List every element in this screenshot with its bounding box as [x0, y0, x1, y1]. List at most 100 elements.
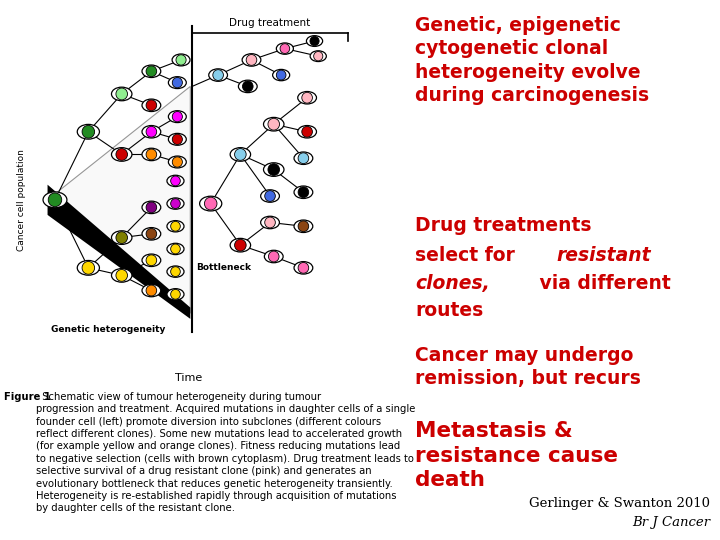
Ellipse shape [172, 157, 182, 167]
Ellipse shape [294, 152, 312, 165]
Text: Bottleneck: Bottleneck [196, 264, 251, 272]
Ellipse shape [146, 228, 157, 239]
Ellipse shape [77, 260, 99, 275]
Ellipse shape [142, 201, 161, 214]
Ellipse shape [261, 216, 279, 229]
Text: Br J Cancer: Br J Cancer [632, 516, 710, 529]
Ellipse shape [230, 147, 251, 161]
Ellipse shape [298, 153, 309, 164]
Ellipse shape [261, 190, 279, 202]
Text: routes: routes [415, 301, 484, 320]
Ellipse shape [167, 198, 184, 209]
Ellipse shape [146, 255, 157, 266]
Ellipse shape [142, 284, 161, 297]
Ellipse shape [273, 69, 289, 80]
Ellipse shape [116, 269, 127, 281]
Ellipse shape [269, 251, 279, 262]
Ellipse shape [298, 91, 317, 104]
Ellipse shape [298, 187, 309, 198]
Ellipse shape [167, 266, 184, 277]
Ellipse shape [112, 231, 132, 245]
Ellipse shape [298, 125, 317, 138]
Ellipse shape [209, 69, 228, 82]
Text: Cancer cell population: Cancer cell population [17, 149, 26, 251]
Text: resistant: resistant [557, 246, 651, 265]
Ellipse shape [82, 125, 94, 138]
Ellipse shape [276, 70, 286, 80]
Ellipse shape [168, 77, 186, 89]
Ellipse shape [310, 51, 326, 62]
Ellipse shape [146, 285, 157, 296]
Ellipse shape [213, 70, 223, 80]
Ellipse shape [171, 267, 180, 276]
Ellipse shape [168, 156, 186, 168]
Text: Genetic, epigenetic
cytogenetic clonal
heterogeneity evolve
during carcinogenesi: Genetic, epigenetic cytogenetic clonal h… [415, 16, 649, 105]
Text: Figure 1: Figure 1 [4, 392, 51, 402]
Ellipse shape [112, 87, 132, 101]
Ellipse shape [294, 186, 312, 199]
Ellipse shape [146, 149, 157, 160]
Ellipse shape [116, 148, 127, 160]
Ellipse shape [265, 217, 275, 228]
Text: Cancer may undergo
remission, but recurs: Cancer may undergo remission, but recurs [415, 346, 642, 388]
Text: Schematic view of tumour heterogeneity during tumour
progression and treatment. : Schematic view of tumour heterogeneity d… [36, 392, 415, 514]
Ellipse shape [310, 36, 319, 46]
Ellipse shape [112, 147, 132, 161]
Ellipse shape [235, 148, 246, 160]
Ellipse shape [82, 261, 94, 274]
Ellipse shape [264, 163, 284, 177]
Ellipse shape [264, 117, 284, 131]
Ellipse shape [146, 100, 157, 111]
Ellipse shape [112, 268, 132, 282]
Polygon shape [48, 86, 190, 313]
Ellipse shape [171, 176, 180, 186]
Ellipse shape [171, 199, 180, 208]
Ellipse shape [142, 125, 161, 138]
Ellipse shape [243, 81, 253, 92]
Text: via different: via different [534, 274, 671, 293]
Ellipse shape [246, 55, 257, 65]
Ellipse shape [276, 43, 293, 54]
Ellipse shape [146, 202, 157, 213]
Ellipse shape [302, 92, 312, 103]
Ellipse shape [142, 227, 161, 240]
Ellipse shape [204, 197, 217, 210]
Ellipse shape [268, 118, 279, 130]
Text: Drug treatments: Drug treatments [415, 216, 592, 235]
Ellipse shape [230, 238, 251, 252]
Ellipse shape [171, 244, 180, 254]
Ellipse shape [168, 111, 186, 123]
Ellipse shape [167, 288, 184, 300]
Ellipse shape [167, 175, 184, 186]
Text: Gerlinger & Swanton 2010: Gerlinger & Swanton 2010 [529, 497, 710, 510]
Ellipse shape [167, 243, 184, 254]
Ellipse shape [167, 220, 184, 232]
Ellipse shape [264, 250, 283, 263]
Ellipse shape [298, 221, 309, 232]
Ellipse shape [116, 88, 127, 100]
Ellipse shape [146, 66, 157, 77]
Ellipse shape [171, 289, 180, 299]
Ellipse shape [168, 133, 186, 145]
Ellipse shape [171, 221, 180, 231]
Ellipse shape [146, 126, 157, 137]
Ellipse shape [142, 148, 161, 161]
Text: Time: Time [175, 373, 202, 383]
Ellipse shape [238, 80, 257, 93]
Ellipse shape [142, 99, 161, 112]
Text: Genetic heterogeneity: Genetic heterogeneity [51, 325, 166, 334]
Ellipse shape [302, 126, 312, 137]
Ellipse shape [142, 65, 161, 78]
Ellipse shape [242, 53, 261, 66]
Ellipse shape [43, 192, 67, 208]
Ellipse shape [298, 262, 309, 273]
Polygon shape [48, 185, 190, 319]
Ellipse shape [172, 134, 182, 145]
Ellipse shape [268, 164, 279, 176]
Text: clones,: clones, [415, 274, 490, 293]
Ellipse shape [314, 51, 323, 61]
Ellipse shape [77, 124, 99, 139]
Ellipse shape [294, 220, 312, 233]
Ellipse shape [142, 254, 161, 267]
Ellipse shape [172, 54, 190, 66]
